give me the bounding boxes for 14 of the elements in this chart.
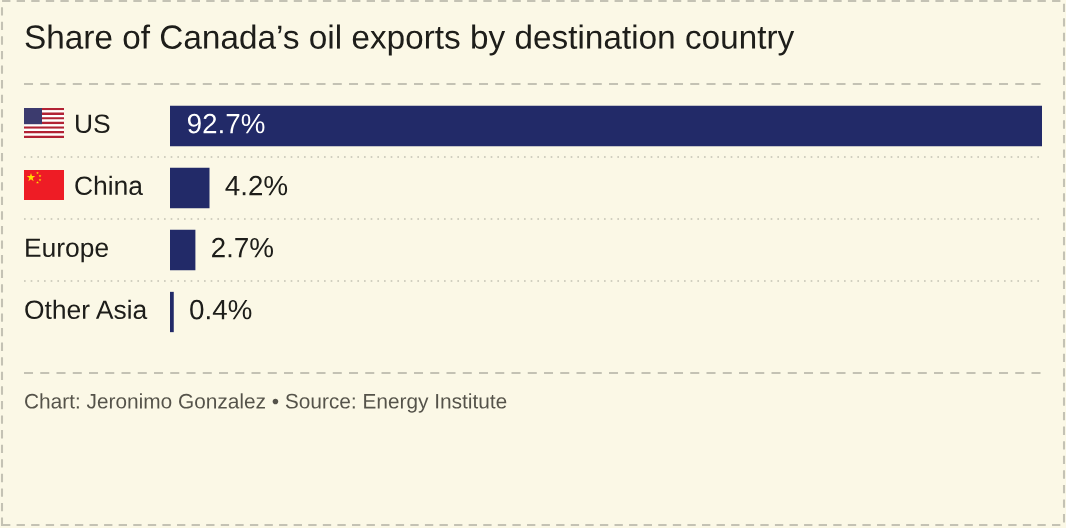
bar <box>170 291 174 333</box>
bar <box>170 105 1042 147</box>
data-label: 4.2% <box>225 175 288 196</box>
data-label: 0.4% <box>190 299 252 320</box>
bar <box>170 167 210 209</box>
text: Chart: Jeronimo Gonzalez • Source: Energy Institute <box>25 393 507 413</box>
y-tick-label: Other Asia <box>25 299 148 320</box>
y-tick-label: China <box>75 175 143 196</box>
y-tick-label: Europe <box>26 238 108 263</box>
data-label: 92.7% <box>187 113 265 134</box>
bar <box>170 229 196 271</box>
data-label: 2.7% <box>212 237 273 258</box>
chart-title: Share of Canada’s oil exports by destination country <box>25 24 795 56</box>
y-tick-label: US <box>76 114 110 134</box>
